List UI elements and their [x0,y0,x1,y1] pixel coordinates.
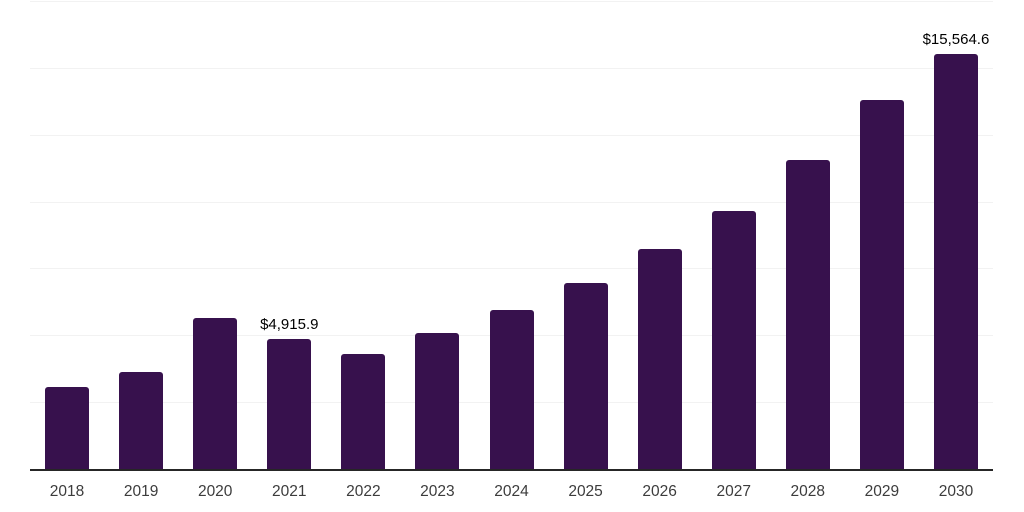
x-tick-2021: 2021 [272,483,307,500]
x-tick-2022: 2022 [346,483,381,500]
x-tick-2030: 2030 [938,483,974,500]
x-tick-2018: 2018 [49,483,85,500]
gridline-15000 [30,67,993,69]
bar-2021[interactable] [267,338,312,470]
x-tick-2027: 2027 [716,483,751,500]
bar-2018[interactable] [45,386,90,470]
bar-2022[interactable] [341,353,386,470]
x-axis-line [30,469,993,471]
bar-2024[interactable] [489,310,534,470]
x-tick-2029: 2029 [864,483,900,500]
plot-area: $4,915.9 $15,564.6 [30,0,993,470]
x-tick-2023: 2023 [420,483,455,500]
gridline-17500 [30,1,993,2]
x-tick-2020: 2020 [197,483,233,500]
bar-2029[interactable] [859,100,904,470]
bar-2028[interactable] [785,160,830,470]
bar-2030[interactable] [933,53,978,470]
x-tick-2019: 2019 [123,483,159,500]
gridline-12500 [30,134,993,136]
x-tick-2028: 2028 [790,483,826,500]
x-tick-2026: 2026 [642,483,677,500]
gridline-7500 [30,268,993,270]
bar-2023[interactable] [415,332,460,470]
value-label-2021: $4,915.9 [260,315,319,333]
gridline-10000 [30,201,993,203]
value-label-2030: $15,564.6 [922,30,990,48]
x-tick-2024: 2024 [494,483,529,500]
bar-2020[interactable] [193,318,238,470]
bar-2019[interactable] [119,371,164,470]
bar-2025[interactable] [563,283,608,470]
x-tick-2025: 2025 [568,483,603,500]
bar-2026[interactable] [637,249,682,470]
bar-2027[interactable] [711,210,756,470]
